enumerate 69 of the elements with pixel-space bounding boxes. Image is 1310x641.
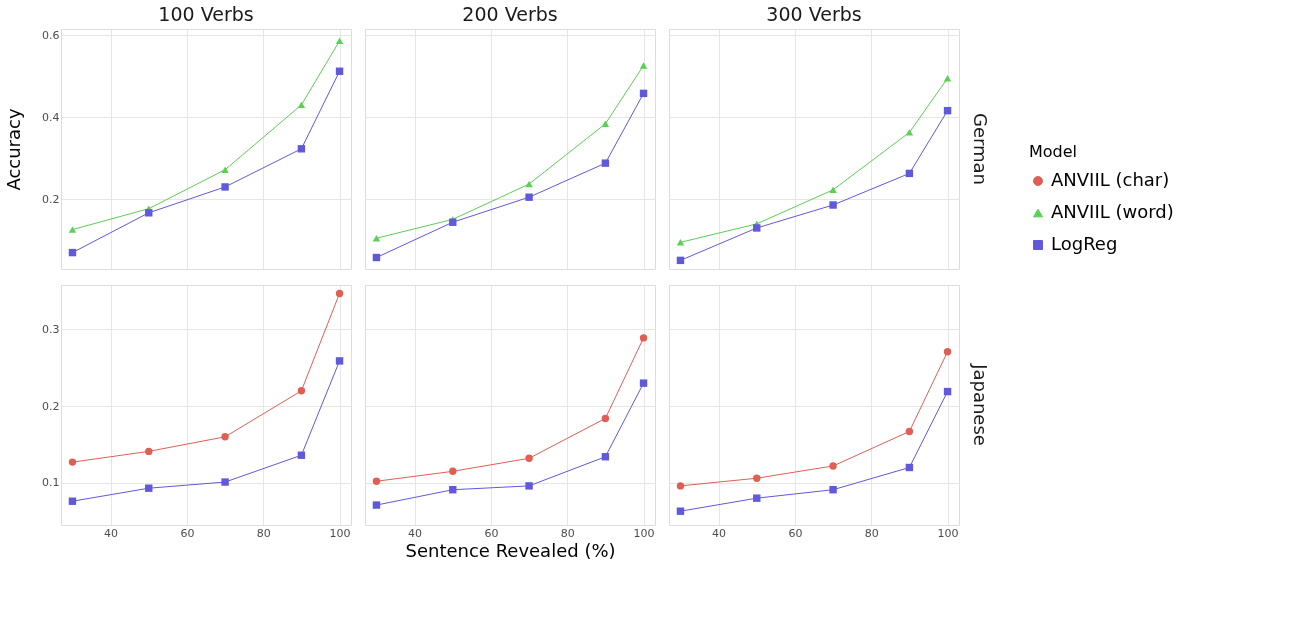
point: [525, 482, 533, 490]
y-tick-label: 0.3: [42, 322, 60, 336]
point: [145, 484, 153, 492]
point: [639, 379, 648, 387]
x-tick-label: 40: [408, 526, 423, 540]
point: [601, 159, 610, 167]
point: [449, 467, 457, 476]
y-tick-label: 0.2: [42, 192, 60, 206]
x-tick-label: 40: [104, 526, 119, 540]
point: [639, 334, 648, 342]
x-tick-label: 100: [329, 526, 351, 540]
chart-title: 100 Verbs: [158, 3, 254, 25]
point: [335, 289, 344, 298]
legend-title: Model: [1029, 142, 1078, 161]
x-tick-label: 80: [256, 526, 271, 540]
point: [753, 474, 761, 482]
legend-label: ANVIIL (word): [1051, 201, 1174, 222]
point: [753, 494, 761, 502]
point: [145, 447, 153, 456]
point: [372, 501, 381, 509]
x-tick-label: 40: [712, 526, 727, 540]
text: German: [970, 112, 991, 186]
chart-title: 300 Verbs: [766, 3, 862, 25]
legend-label: LogReg: [1051, 233, 1118, 254]
point: [753, 224, 761, 232]
y-tick-label: 0.6: [42, 28, 60, 42]
x-axis-title: Sentence Revealed (%): [405, 539, 616, 561]
point: [525, 193, 533, 201]
point: [905, 129, 914, 136]
point: [335, 357, 344, 365]
x-tick-label: 100: [633, 526, 655, 540]
point: [829, 201, 837, 209]
point: [601, 120, 610, 127]
point: [372, 477, 381, 485]
point: [829, 186, 837, 194]
point: [221, 166, 229, 173]
point: [676, 482, 685, 490]
y-tick-label: 0.1: [42, 476, 60, 490]
point: [145, 209, 153, 217]
point: [676, 507, 685, 515]
x-tick-label: 100: [937, 526, 959, 540]
point: [829, 462, 837, 470]
point: [676, 239, 685, 246]
point: [525, 454, 533, 462]
x-tick-label: 60: [484, 526, 499, 540]
point: [297, 387, 306, 395]
point: [68, 226, 77, 233]
point: [221, 183, 229, 191]
point: [68, 458, 77, 466]
y-axis-title: Accuracy: [3, 108, 25, 191]
point: [221, 433, 229, 441]
x-tick-label: 60: [788, 526, 803, 540]
chart-title: 200 Verbs: [462, 3, 558, 25]
y-tick-label: 0.4: [42, 110, 60, 124]
point: [639, 62, 648, 69]
text: Japanese: [970, 363, 991, 446]
point: [829, 486, 837, 494]
y-tick-label: 0.2: [42, 399, 60, 413]
x-tick-label: 80: [560, 526, 575, 540]
x-tick-label: 80: [864, 526, 879, 540]
point: [297, 101, 306, 109]
x-tick-label: 60: [180, 526, 195, 540]
point: [905, 427, 914, 436]
point: [943, 348, 952, 356]
point: [297, 145, 306, 153]
point: [221, 478, 229, 486]
point: [601, 414, 610, 423]
legend-label: ANVIIL (char): [1051, 169, 1170, 190]
point: [335, 37, 344, 45]
